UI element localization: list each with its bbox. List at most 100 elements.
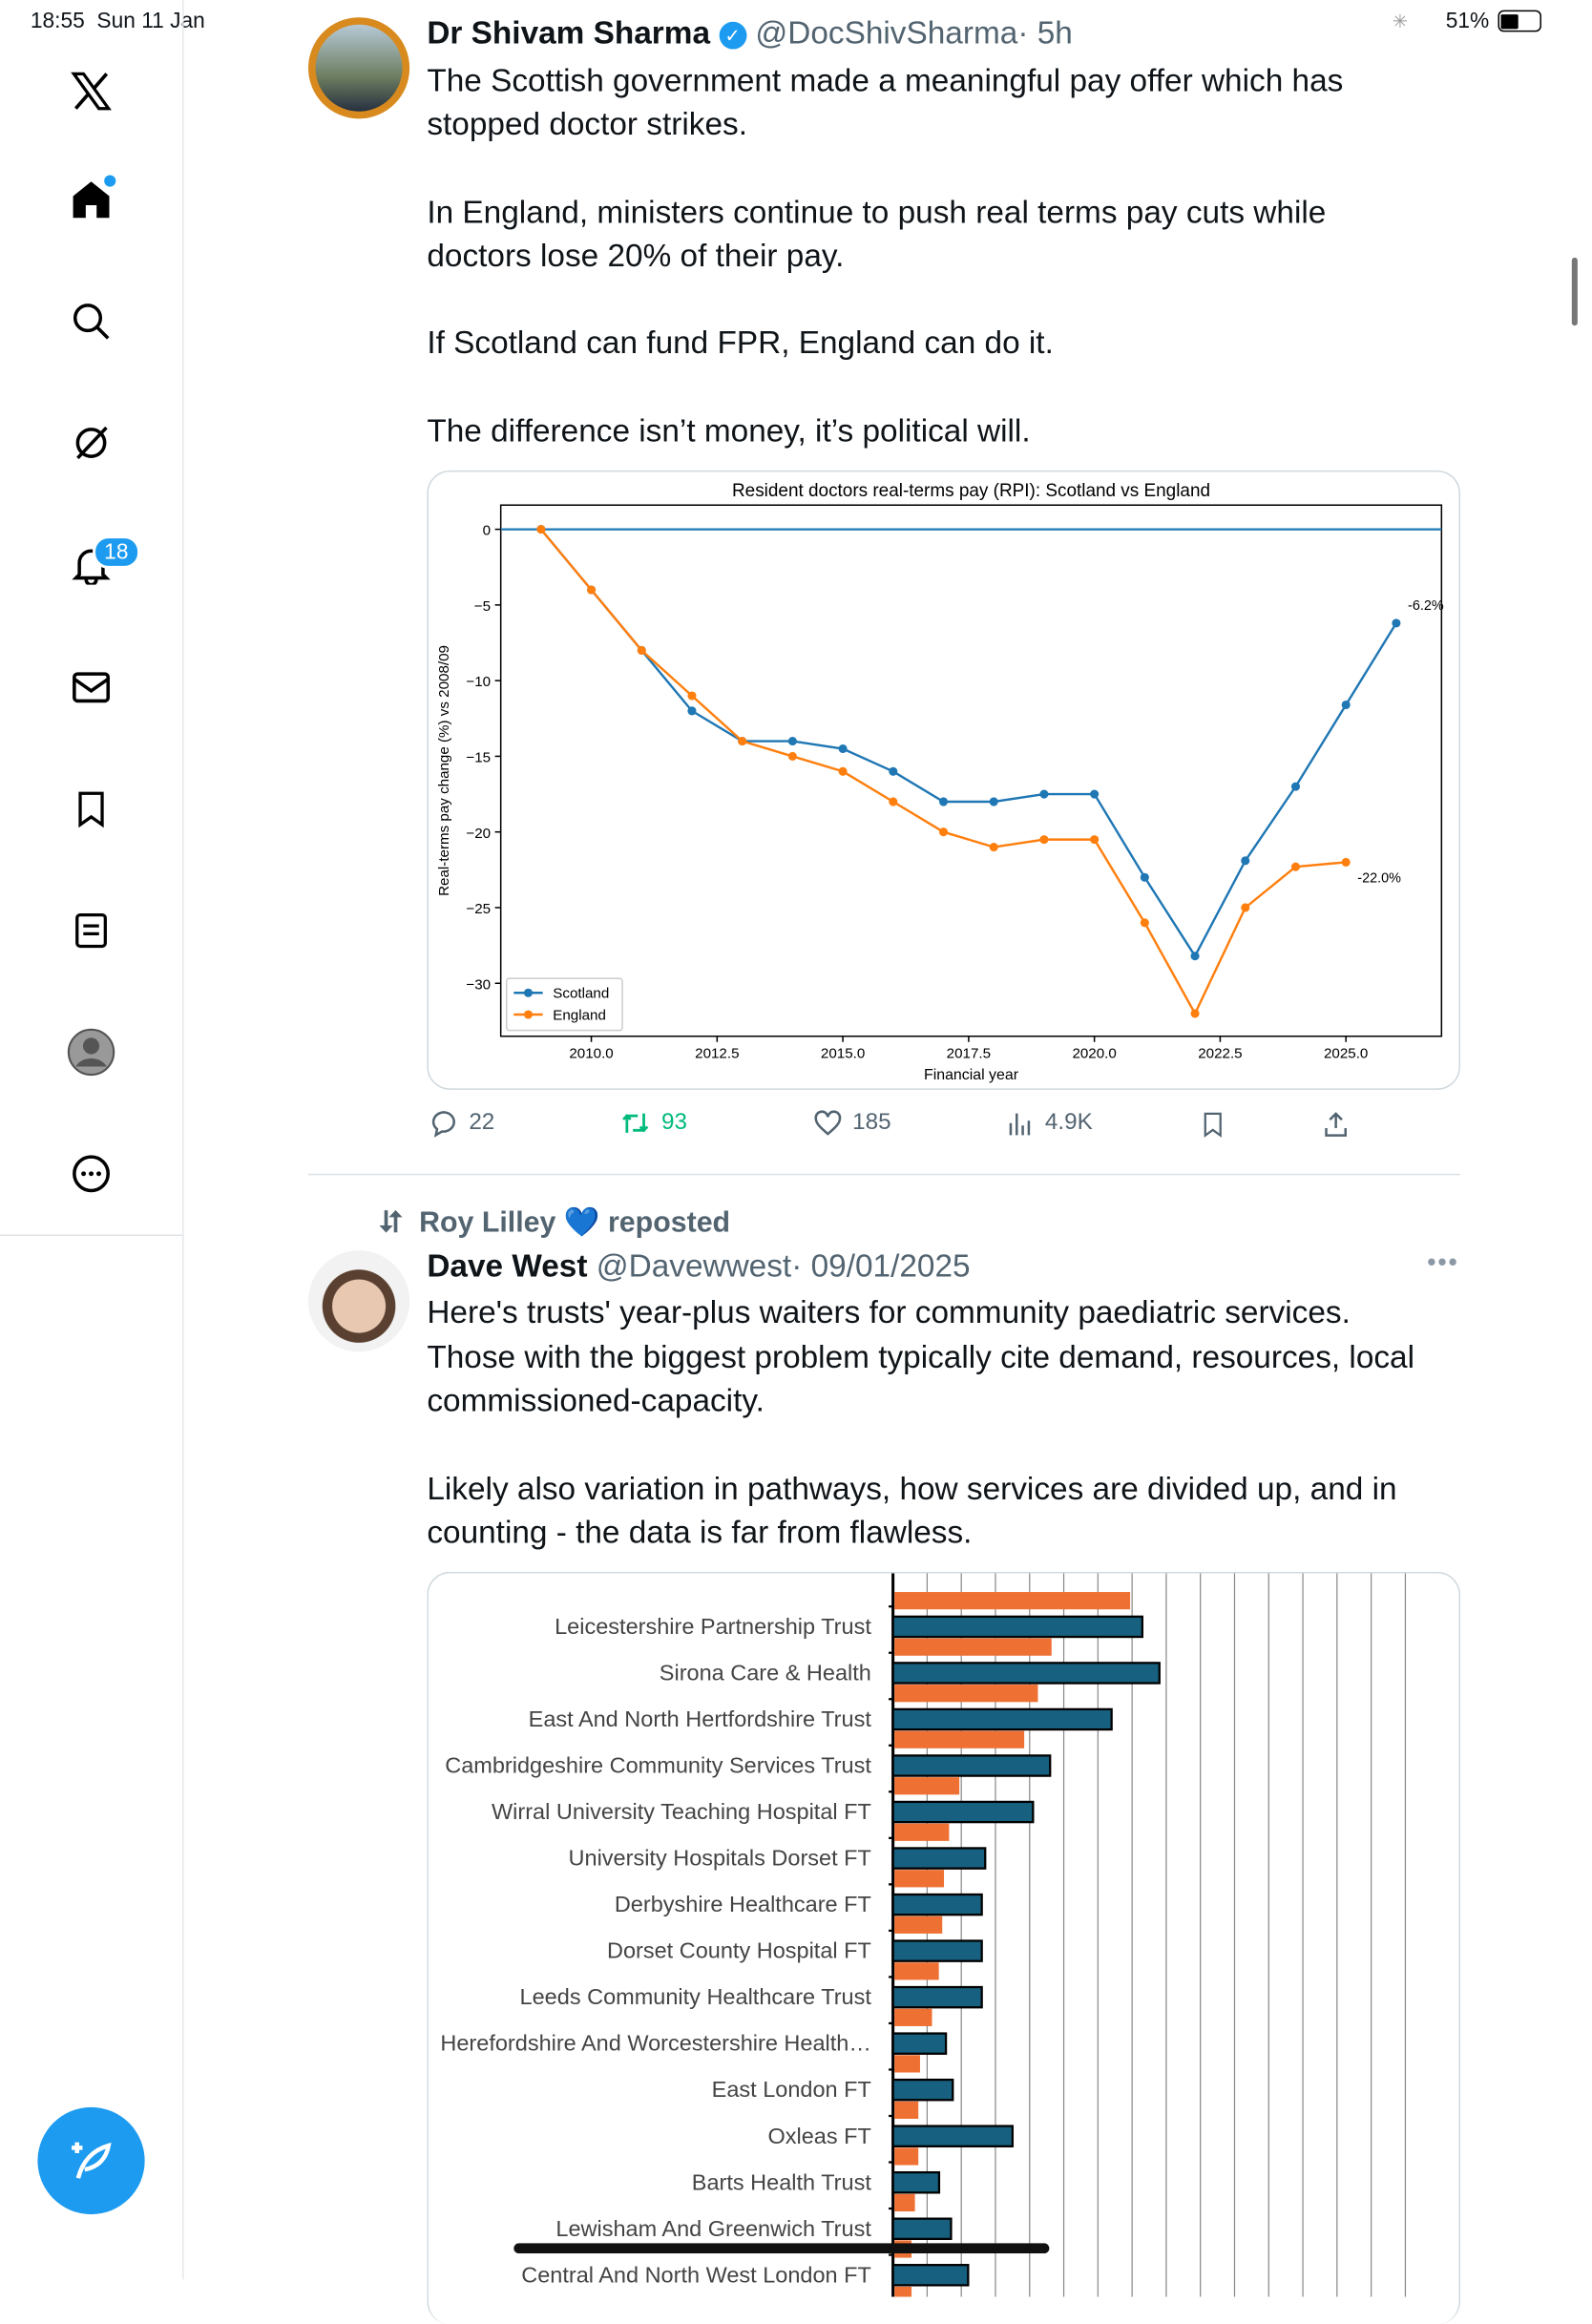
category-label: Derbyshire Healthcare FT <box>615 1892 871 1916</box>
repost-button[interactable]: 93 <box>619 1109 687 1138</box>
category-label: Central And North West London FT <box>521 2262 871 2287</box>
views-button[interactable]: 4.9K <box>1006 1109 1093 1138</box>
bar-orange <box>894 2147 919 2166</box>
tweet-text-line: Likely also variation in pathways, how s… <box>427 1470 1397 1507</box>
reposter-name[interactable]: Roy Lilley <box>419 1206 556 1240</box>
tweet-text-line: In England, ministers continue to push r… <box>427 194 1327 231</box>
data-point-england <box>1090 835 1100 845</box>
category-label: Dorset County Hospital FT <box>607 1938 871 1963</box>
data-point-england <box>738 737 747 746</box>
data-point-scotland <box>1241 856 1250 866</box>
data-point-scotland <box>787 737 797 746</box>
plot-frame <box>499 504 1443 1037</box>
bar-orange <box>894 1592 1131 1610</box>
mail-icon[interactable] <box>64 660 119 715</box>
series-line-england <box>539 528 1347 1016</box>
bar-blue <box>891 2217 953 2241</box>
avatar[interactable] <box>307 1250 410 1352</box>
data-point-england <box>838 766 848 776</box>
data-point-england <box>637 645 646 655</box>
repost-icon: ⮃ <box>379 1206 403 1240</box>
chart-title: Resident doctors real-terms pay (RPI): S… <box>732 481 1210 501</box>
legend-box <box>505 977 623 1032</box>
data-point-england <box>938 827 949 837</box>
y-tick-label: −5 <box>474 598 491 615</box>
bar-orange <box>894 2193 915 2212</box>
data-point-england <box>787 751 797 761</box>
views-icon <box>1009 1113 1031 1136</box>
compose-button[interactable] <box>37 2106 145 2215</box>
bar-blue <box>891 1615 1144 1639</box>
tweet-image-bar-chart[interactable]: Leicestershire Partnership Trust Sirona C… <box>427 1571 1461 2324</box>
bar-blue <box>891 2032 948 2055</box>
like-button[interactable]: 185 <box>813 1109 891 1138</box>
author-name[interactable]: Dr Shivam Sharma <box>427 14 711 52</box>
bar-orange <box>894 1638 1052 1656</box>
data-point-england <box>1140 918 1149 928</box>
category-label: Sirona Care & Health <box>660 1661 871 1685</box>
y-tick-label: −15 <box>466 749 491 765</box>
data-point-england <box>1190 1009 1200 1018</box>
profile-icon[interactable] <box>64 1025 119 1080</box>
data-point-england <box>889 797 898 806</box>
x-logo-icon[interactable] <box>64 64 119 119</box>
data-point-england <box>687 691 697 701</box>
data-point-england <box>536 525 546 534</box>
lists-icon[interactable] <box>64 903 119 958</box>
bar-blue <box>891 2125 1015 2147</box>
x-tick-label: 2017.5 <box>947 1045 991 1061</box>
bookmark-button[interactable] <box>1200 1109 1225 1141</box>
category-label: Leeds Community Healthcare Trust <box>520 1984 872 2009</box>
avatar[interactable] <box>307 17 410 119</box>
author-handle[interactable]: @DocShivSharma <box>755 14 1018 52</box>
compose-icon <box>72 2142 112 2179</box>
share-icon <box>1325 1112 1348 1137</box>
grok-icon[interactable] <box>64 415 119 471</box>
bar-blue <box>891 1662 1161 1685</box>
bar-orange <box>894 1870 945 1888</box>
bar-orange <box>894 2286 912 2305</box>
author-name[interactable]: Dave West <box>427 1247 588 1285</box>
tweet-text-line: doctors lose 20% of their pay. <box>427 237 845 274</box>
bar-blue <box>891 2078 954 2102</box>
line-chart: Resident doctors real-terms pay (RPI): S… <box>436 481 1444 1083</box>
reply-button[interactable]: 22 <box>429 1109 494 1138</box>
data-point-england <box>989 843 998 852</box>
data-point-scotland <box>989 797 998 806</box>
series-line-scotland <box>539 528 1397 959</box>
scrollbar[interactable] <box>1571 257 1578 326</box>
end-label-scotland: -6.2% <box>1408 598 1444 614</box>
bar-blue <box>891 1754 1052 1777</box>
data-point-scotland <box>687 706 697 716</box>
sidebar: 18 <box>0 0 184 2280</box>
legend-marker <box>523 988 534 997</box>
y-tick-label: −10 <box>466 674 491 690</box>
bar-blue <box>891 1939 983 1962</box>
tweet-image-line-chart[interactable]: Resident doctors real-terms pay (RPI): S… <box>427 470 1461 1090</box>
bar-orange <box>894 2008 932 2026</box>
bar-orange <box>894 1823 950 1841</box>
author-handle[interactable]: @Davewwest <box>596 1247 792 1285</box>
home-indicator <box>513 2243 1050 2254</box>
battery-icon <box>1498 10 1541 32</box>
share-button[interactable] <box>1321 1109 1350 1141</box>
data-point-scotland <box>1290 782 1301 791</box>
home-icon[interactable] <box>64 172 119 227</box>
more-icon[interactable] <box>64 1146 119 1202</box>
category-label: Oxleas FT <box>767 2124 870 2148</box>
data-point-england <box>1290 862 1301 871</box>
repost-icon <box>622 1113 649 1133</box>
data-point-england <box>587 585 597 595</box>
data-point-scotland <box>1039 789 1049 799</box>
status-time: 18:55 Sun 11 Jan <box>30 9 205 33</box>
tweet-text-line: Those with the biggest problem typically… <box>427 1338 1415 1375</box>
more-options-icon[interactable]: ••• <box>1427 1247 1459 1277</box>
bar-orange <box>894 1777 960 1795</box>
verified-icon: ✓ <box>719 21 747 50</box>
bookmark-icon[interactable] <box>64 782 119 837</box>
search-icon[interactable] <box>64 294 119 349</box>
bar-orange <box>894 1962 939 1980</box>
y-tick-label: −25 <box>466 901 491 917</box>
category-label: East London FT <box>712 2077 871 2102</box>
x-tick-label: 2025.0 <box>1324 1045 1368 1061</box>
